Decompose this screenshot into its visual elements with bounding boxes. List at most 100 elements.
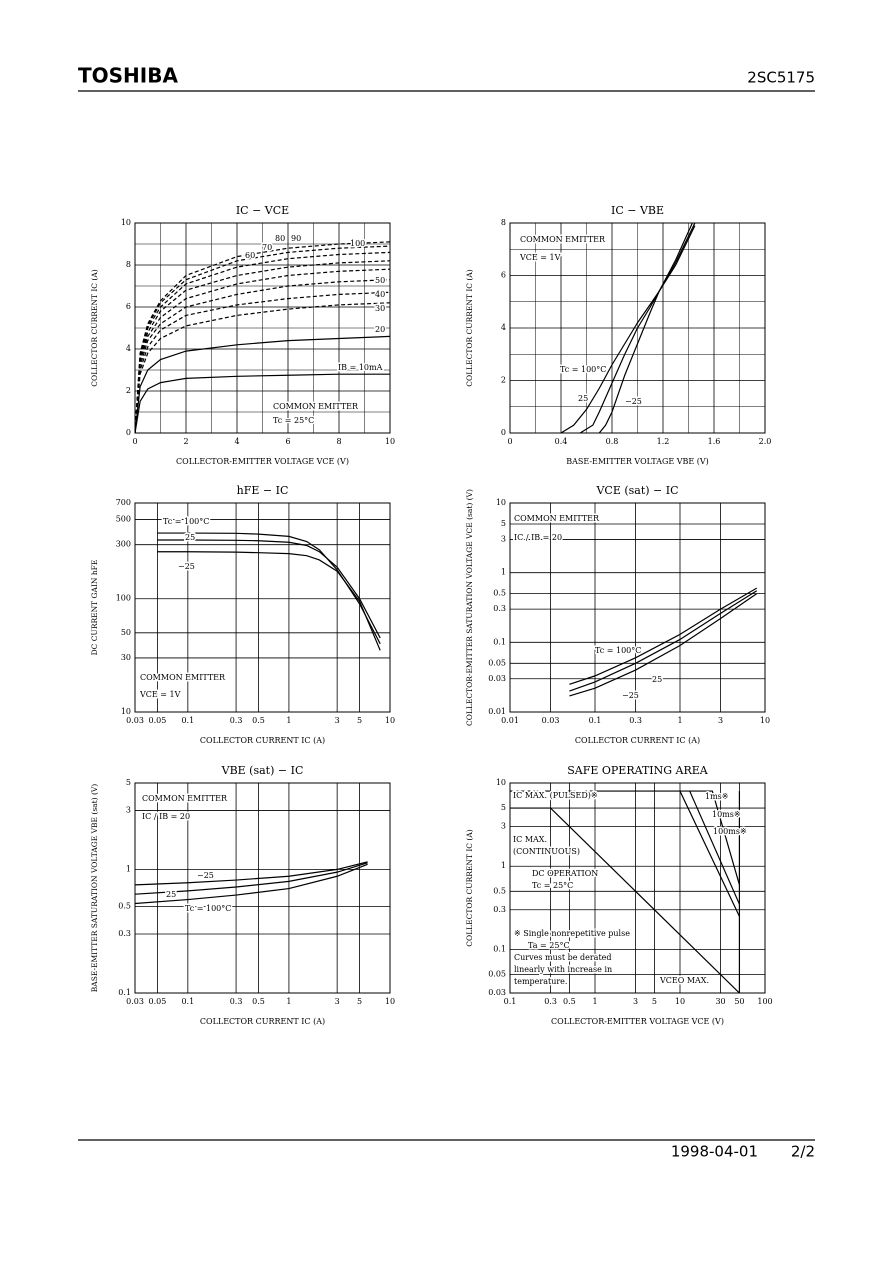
curve: [135, 862, 368, 895]
y-tick-label: 8: [501, 218, 506, 227]
x-tick-label: 1.2: [657, 437, 670, 446]
curve: [135, 241, 390, 433]
x-tick-label: 0.03: [542, 716, 560, 725]
y-tick-label: 2: [126, 386, 131, 395]
y-tick-label: 6: [501, 271, 506, 280]
x-tick-label: 10: [760, 716, 770, 725]
curve-label: 80: [275, 234, 285, 243]
chart: IC − VCE COLLECTOR-EMITTER VOLTAGE VCE (V…: [90, 204, 395, 466]
chart: SAFE OPERATING AREA COLLECTOR-EMITTER VOL…: [465, 764, 773, 1026]
curve: [135, 861, 368, 886]
chart-title: VBE (sat) − IC: [221, 764, 304, 777]
x-tick-label: 5: [357, 997, 362, 1006]
curve-label: −25: [178, 562, 195, 571]
y-tick-label: 0.3: [118, 929, 131, 938]
note: (CONTINUOUS): [513, 847, 580, 856]
x-tick-label: 10: [675, 997, 685, 1006]
y-tick-label: 0.03: [488, 988, 506, 997]
curve: [689, 790, 740, 905]
note: Curves must be derated: [514, 953, 612, 962]
y-tick-label: 0.3: [493, 905, 506, 914]
note: IC / IB = 20: [142, 812, 190, 821]
x-tick-label: 0.3: [629, 716, 642, 725]
x-axis-label: COLLECTOR CURRENT IC (A): [200, 1017, 325, 1026]
curve-label: 1ms※: [705, 792, 728, 801]
x-axis-label: COLLECTOR CURRENT IC (A): [200, 736, 325, 745]
x-tick-label: 1.6: [708, 437, 721, 446]
curve-label: 20: [375, 325, 385, 334]
chart: VCE (sat) − IC COLLECTOR CURRENT IC (A) CO…: [465, 484, 770, 745]
curve-label: 25: [652, 675, 662, 684]
curve: [569, 590, 758, 692]
curve-label: Tc = 100°C: [163, 517, 209, 526]
x-tick-label: 1: [286, 997, 291, 1006]
chart-title: SAFE OPERATING AREA: [567, 764, 709, 777]
x-tick-label: 0.5: [252, 997, 265, 1006]
x-tick-label: 0: [507, 437, 512, 446]
curve: [157, 539, 381, 639]
x-tick-label: 3: [335, 716, 340, 725]
y-tick-label: 1: [501, 568, 506, 577]
note: VCE = 1V: [139, 690, 181, 699]
x-tick-label: 0.1: [181, 716, 194, 725]
y-tick-label: 10: [121, 218, 131, 227]
y-tick-label: 10: [496, 498, 506, 507]
curves: [560, 223, 696, 433]
y-tick-label: 500: [116, 515, 131, 524]
curve: [679, 790, 740, 917]
x-tick-label: 10: [385, 437, 395, 446]
x-tick-label: 0.8: [606, 437, 619, 446]
y-tick-label: 5: [501, 803, 506, 812]
chart-title: hFE − IC: [237, 484, 289, 497]
note: Ta = 25°C: [528, 941, 570, 950]
x-tick-label: 4: [234, 437, 239, 446]
note: DC OPERATION: [532, 869, 598, 878]
curve-label: 25: [166, 890, 176, 899]
note: COMMON EMITTER: [514, 514, 600, 523]
curve-label: VCEO MAX.: [659, 976, 709, 985]
curve-label: −25: [625, 397, 642, 406]
curve: [157, 532, 381, 645]
chart-title: IC − VCE: [236, 204, 289, 217]
y-tick-label: 30: [121, 653, 131, 662]
curves: [510, 790, 741, 993]
y-tick-label: 700: [116, 498, 131, 507]
note: Tc = 25°C: [273, 416, 314, 425]
curve: [135, 279, 390, 433]
x-tick-label: 2.0: [759, 437, 772, 446]
x-tick-label: 3: [633, 997, 638, 1006]
curve-label: Tc = 100°C: [185, 904, 231, 913]
y-axis-label: COLLECTOR CURRENT IC (A): [90, 269, 99, 386]
y-tick-label: 0.05: [488, 970, 506, 979]
x-tick-label: 0.3: [544, 997, 557, 1006]
y-tick-label: 0.1: [493, 944, 506, 953]
curve: [157, 551, 381, 651]
x-tick-label: 3: [718, 716, 723, 725]
x-tick-label: 0.1: [589, 716, 602, 725]
note: Tc = 25°C: [532, 881, 573, 890]
curves: [135, 241, 390, 433]
x-tick-label: 0.5: [563, 997, 576, 1006]
curve: [135, 863, 368, 905]
y-tick-label: 5: [501, 519, 506, 528]
x-tick-label: 3: [335, 997, 340, 1006]
y-axis-label: BASE-EMITTER SATURATION VOLTAGE VBE (sat…: [90, 784, 99, 993]
curves: [135, 861, 368, 905]
y-tick-label: 0.1: [118, 988, 131, 997]
y-tick-label: 0: [501, 428, 506, 437]
y-axis-label: COLLECTOR CURRENT IC (A): [465, 269, 474, 386]
note: IC MAX.: [513, 835, 547, 844]
y-tick-label: 4: [126, 344, 131, 353]
x-tick-label: 10: [385, 716, 395, 725]
y-axis-label: COLLECTOR CURRENT IC (A): [465, 829, 474, 946]
curve: [569, 593, 758, 697]
y-tick-label: 0.1: [493, 637, 506, 646]
note: temperature.: [514, 977, 567, 986]
curve: [135, 291, 390, 433]
curves: [157, 532, 381, 651]
curve-label: 90: [291, 234, 301, 243]
y-tick-label: 2: [501, 376, 506, 385]
y-tick-label: 0.5: [493, 886, 506, 895]
curve: [579, 223, 696, 433]
